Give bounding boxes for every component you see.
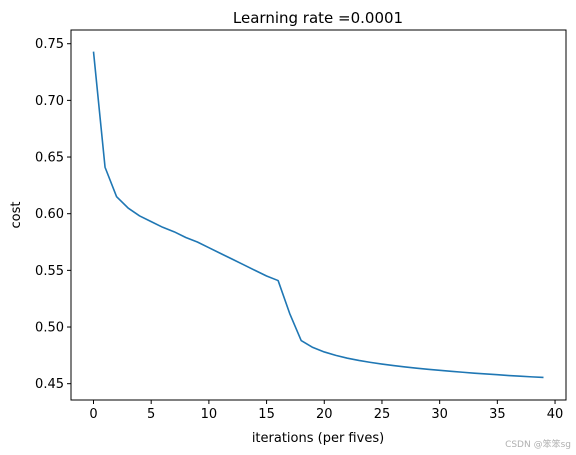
y-tick-label: 0.75 xyxy=(35,37,64,52)
y-axis-ticks: 0.45 0.50 0.55 0.60 0.65 0.70 0.75 xyxy=(35,37,71,392)
y-axis-label: cost xyxy=(9,202,24,229)
x-tick-label: 25 xyxy=(374,407,391,422)
x-axis-label: iterations (per fives) xyxy=(252,431,384,446)
y-tick-label: 0.60 xyxy=(35,207,64,222)
x-tick-label: 10 xyxy=(201,407,218,422)
x-tick-label: 20 xyxy=(316,407,333,422)
y-tick-label: 0.70 xyxy=(35,94,64,109)
x-tick-label: 40 xyxy=(547,407,564,422)
x-tick-label: 5 xyxy=(147,407,155,422)
chart-title: Learning rate =0.0001 xyxy=(233,9,403,27)
x-tick-label: 15 xyxy=(258,407,275,422)
y-tick-label: 0.45 xyxy=(35,377,64,392)
cost-series-line xyxy=(92,51,544,379)
plot-area xyxy=(92,51,544,379)
watermark: CSDN @笨笨sg xyxy=(505,438,571,450)
x-axis-ticks: 0 5 10 15 20 25 30 35 40 xyxy=(89,400,563,422)
x-tick-label: 30 xyxy=(431,407,448,422)
y-tick-label: 0.50 xyxy=(35,321,64,336)
x-tick-label: 35 xyxy=(489,407,506,422)
x-tick-label: 0 xyxy=(89,407,97,422)
y-tick-label: 0.55 xyxy=(35,264,64,279)
y-tick-label: 0.65 xyxy=(35,151,64,166)
axes-frame xyxy=(70,29,567,401)
